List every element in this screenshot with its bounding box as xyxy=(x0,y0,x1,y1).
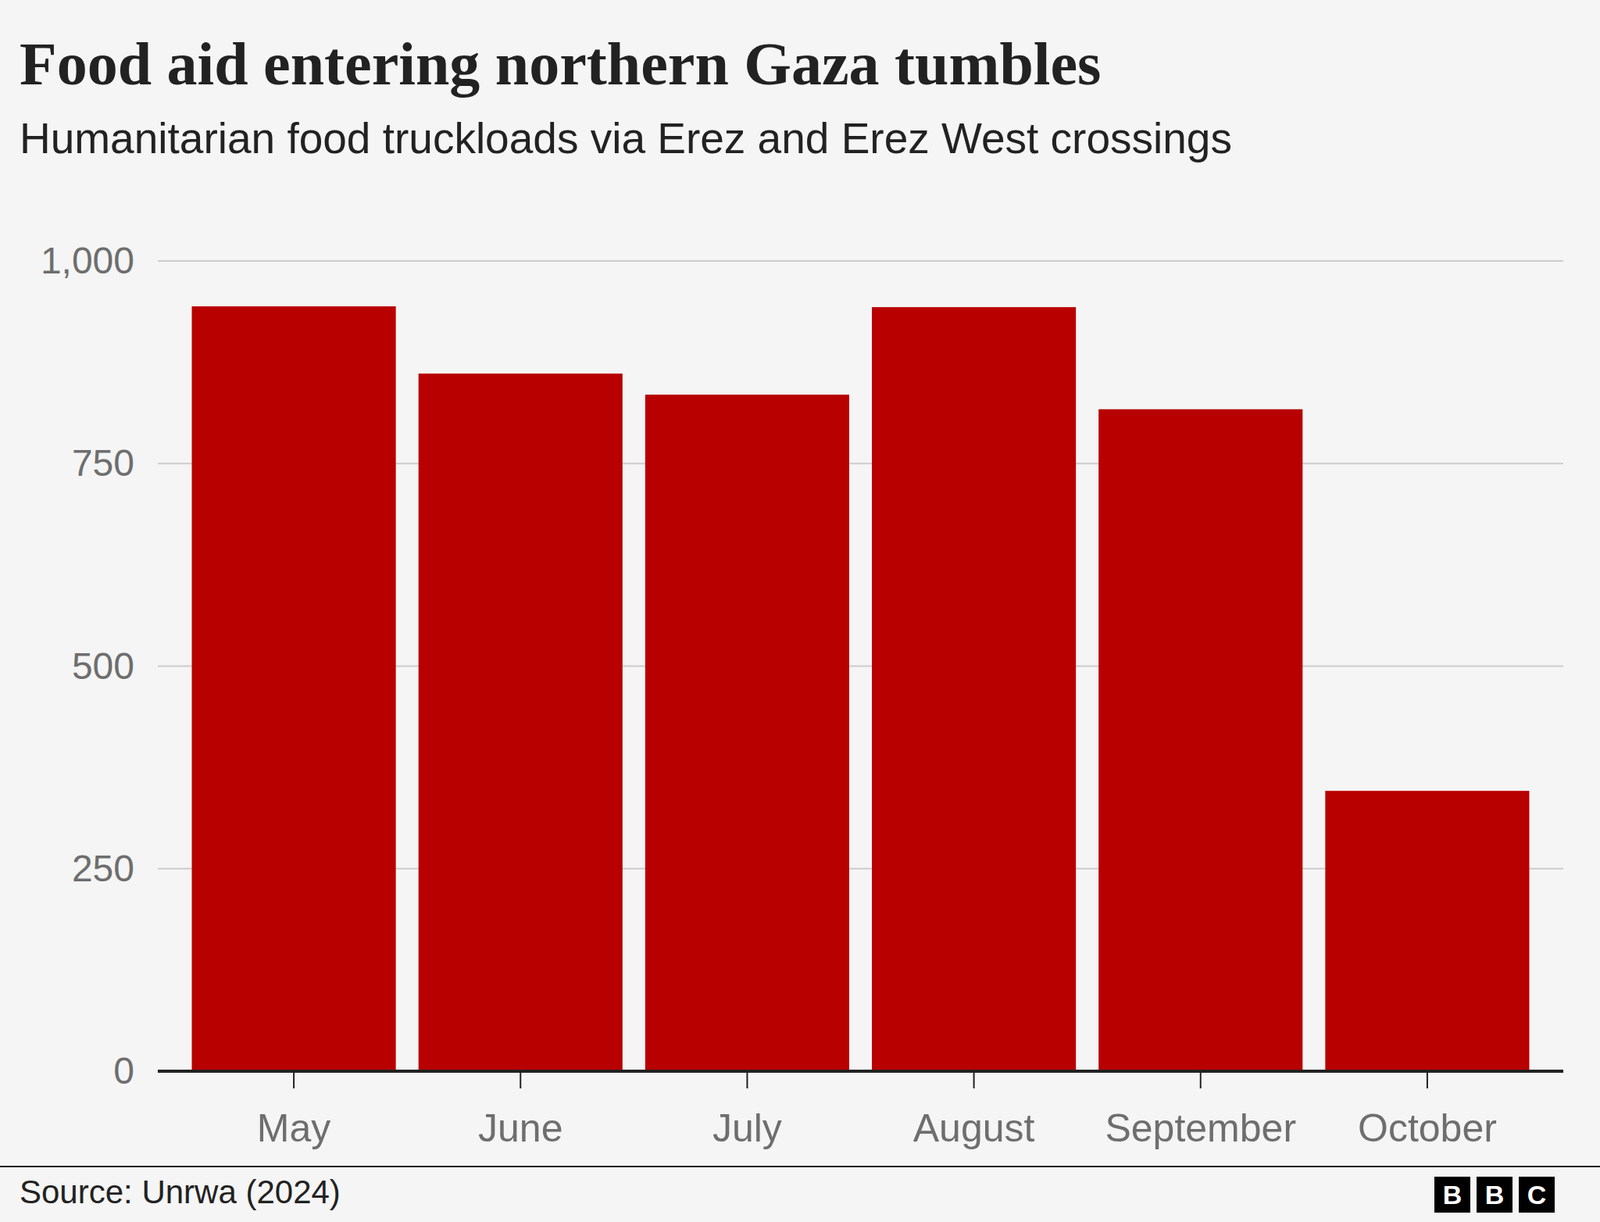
x-tick xyxy=(519,1071,522,1089)
chart: Food aid entering northern Gaza tumbles H… xyxy=(0,0,1600,1222)
y-tick-label: 0 xyxy=(113,1050,135,1092)
y-tick-label: 250 xyxy=(71,847,135,890)
bar xyxy=(192,306,397,1072)
x-tick-label: May xyxy=(257,1106,331,1150)
bars xyxy=(192,306,1530,1072)
grid-line xyxy=(157,260,1564,262)
x-tick-label: October xyxy=(1357,1106,1497,1150)
bar xyxy=(418,373,623,1072)
logo-box xyxy=(1434,1176,1471,1213)
x-tick xyxy=(1200,1071,1202,1089)
x-axis xyxy=(157,1069,1564,1073)
y-tick-label: 1,000 xyxy=(40,239,135,282)
x-tick xyxy=(746,1071,748,1089)
logo-letter: B xyxy=(1485,1179,1505,1210)
x-tick-label: July xyxy=(712,1106,783,1150)
footer-rule xyxy=(0,1165,1600,1168)
background xyxy=(0,0,1600,1222)
x-tick-label: June xyxy=(478,1106,563,1150)
bar xyxy=(1325,790,1529,1072)
y-tick-label: 750 xyxy=(71,442,135,484)
logo-box xyxy=(1518,1176,1555,1213)
bar xyxy=(645,394,850,1072)
x-tick-label: September xyxy=(1104,1106,1297,1150)
x-tick xyxy=(292,1071,295,1089)
logo-letter: B xyxy=(1442,1179,1463,1210)
logo-box xyxy=(1476,1176,1513,1213)
bar xyxy=(1098,409,1303,1072)
y-tick-label: 500 xyxy=(71,645,135,687)
x-tick xyxy=(973,1071,975,1089)
title: Food aid entering northern Gaza tumbles xyxy=(19,29,1101,98)
bar xyxy=(871,307,1076,1072)
x-tick-label: August xyxy=(913,1106,1036,1150)
x-tick xyxy=(1426,1071,1429,1089)
source: Source: Unrwa (2024) xyxy=(19,1173,341,1211)
logo-letter: C xyxy=(1527,1179,1547,1210)
subtitle: Humanitarian food truckloads via Erez an… xyxy=(19,114,1233,163)
